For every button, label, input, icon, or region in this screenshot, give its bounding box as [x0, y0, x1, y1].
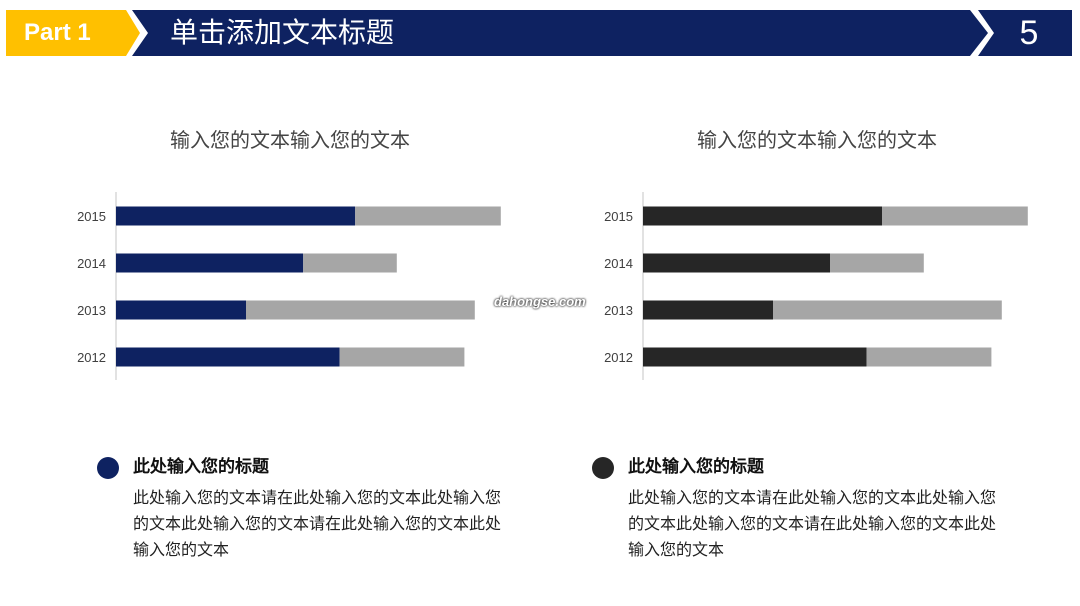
bar-chart-right: 输入您的文本输入您的文本 2015 2014 2013 2012 [587, 110, 1028, 390]
part-label: Part 1 [24, 19, 91, 46]
bar-2015-series-2 [355, 206, 501, 226]
bar-2014-series-1 [116, 253, 304, 273]
title-bar-shape [132, 10, 988, 56]
bar-2014-series-2 [303, 253, 397, 273]
bar-2014-series-1 [643, 253, 831, 273]
category-label-2015: 2015 [604, 209, 633, 224]
bullet-dot-icon [592, 457, 614, 479]
category-label-2014: 2014 [77, 256, 106, 271]
category-label-2013: 2013 [604, 303, 633, 318]
bullet-dot-icon [97, 457, 119, 479]
category-label-2014: 2014 [604, 256, 633, 271]
bar-2013-series-2 [246, 300, 475, 320]
note-body: 此处输入您的文本请在此处输入您的文本此处输入您的文本此处输入您的文本请在此处输入… [628, 488, 997, 559]
category-label-2015: 2015 [77, 209, 106, 224]
bar-2012-series-1 [643, 347, 867, 367]
header-banner: Part 1 单击添加文本标题 5 [0, 0, 1080, 70]
bar-2014-series-2 [830, 253, 924, 273]
watermark: dahongse.com [494, 294, 586, 309]
bar-2015-series-2 [882, 206, 1028, 226]
header-shapes [6, 10, 1072, 56]
part-tab-shape [6, 10, 140, 56]
page-title: 单击添加文本标题 [170, 16, 395, 49]
bar-chart-left: 输入您的文本输入您的文本 2015 2014 2013 2012 [60, 110, 501, 390]
chart-title: 输入您的文本输入您的文本 [697, 128, 937, 152]
page-number-shape [978, 10, 1072, 56]
category-label-2013: 2013 [77, 303, 106, 318]
bar-2013-series-1 [643, 300, 773, 320]
bar-2012-series-2 [339, 347, 465, 367]
bar-2013-series-1 [116, 300, 246, 320]
bar-chart-left-svg: 2015 2014 2013 2012 [77, 192, 501, 380]
bar-2012-series-2 [866, 347, 992, 367]
bar-chart-right-svg: 2015 2014 2013 2012 [604, 192, 1028, 380]
note-body: 此处输入您的文本请在此处输入您的文本此处输入您的文本此处输入您的文本请在此处输入… [133, 488, 502, 559]
bar-2012-series-1 [116, 347, 340, 367]
bar-2015-series-1 [643, 206, 883, 226]
bar-2015-series-1 [116, 206, 356, 226]
note-title: 此处输入您的标题 [133, 457, 269, 477]
page-number: 5 [1019, 14, 1039, 52]
category-label-2012: 2012 [604, 350, 633, 365]
chart-title: 输入您的文本输入您的文本 [170, 128, 410, 152]
category-label-2012: 2012 [77, 350, 106, 365]
note-title: 此处输入您的标题 [628, 457, 764, 477]
bar-2013-series-2 [773, 300, 1002, 320]
